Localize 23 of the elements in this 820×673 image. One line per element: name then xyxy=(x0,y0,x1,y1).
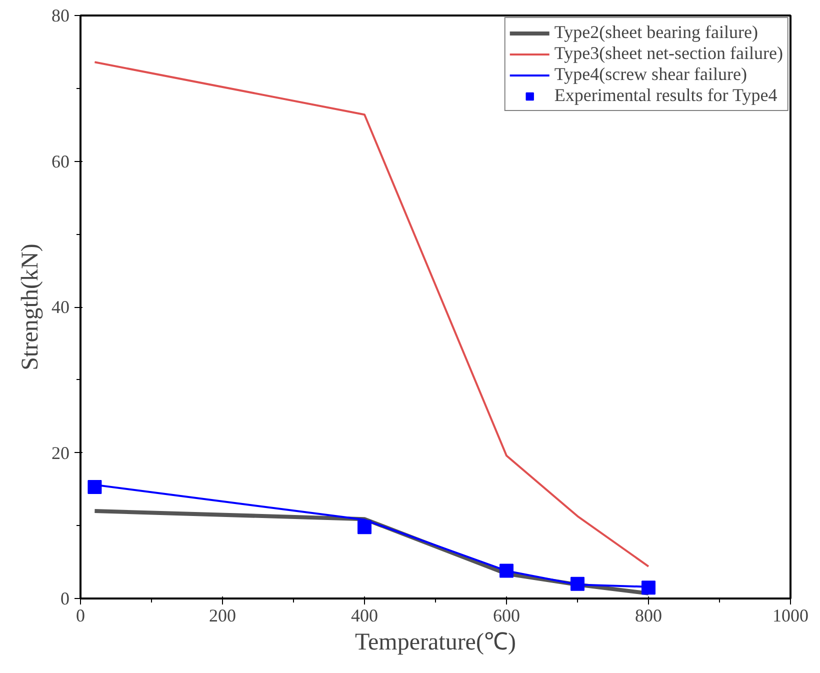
point xyxy=(500,564,514,578)
y-tick-label: 20 xyxy=(52,442,70,463)
point xyxy=(358,520,372,534)
x-tick-label: 400 xyxy=(351,606,378,626)
x-tick-label: 200 xyxy=(209,606,236,626)
y-tick-label: 40 xyxy=(52,297,70,317)
x-axis-title: Temperature(℃) xyxy=(355,630,516,656)
line-series xyxy=(94,61,650,568)
y-tick-label: 80 xyxy=(52,6,70,26)
x-tick-label: 600 xyxy=(493,606,520,626)
legend-label: Type2(sheet bearing failure) xyxy=(554,22,758,43)
point xyxy=(570,576,584,591)
y-tick-label: 60 xyxy=(52,151,70,172)
point xyxy=(88,480,102,494)
legend-label: Type3(sheet net-section failure) xyxy=(554,43,783,64)
y-tick-label: 0 xyxy=(60,588,70,608)
y-axis-title: Strength(kN) xyxy=(18,244,44,370)
x-tick-label: 1000 xyxy=(772,606,808,626)
legend-label: Experimental results for Type4 xyxy=(554,85,778,106)
x-tick-label: 0 xyxy=(76,606,85,626)
x-tick-label: 800 xyxy=(635,606,662,626)
legend-label: Type4(screw shear failure) xyxy=(554,64,747,85)
point xyxy=(642,580,656,595)
